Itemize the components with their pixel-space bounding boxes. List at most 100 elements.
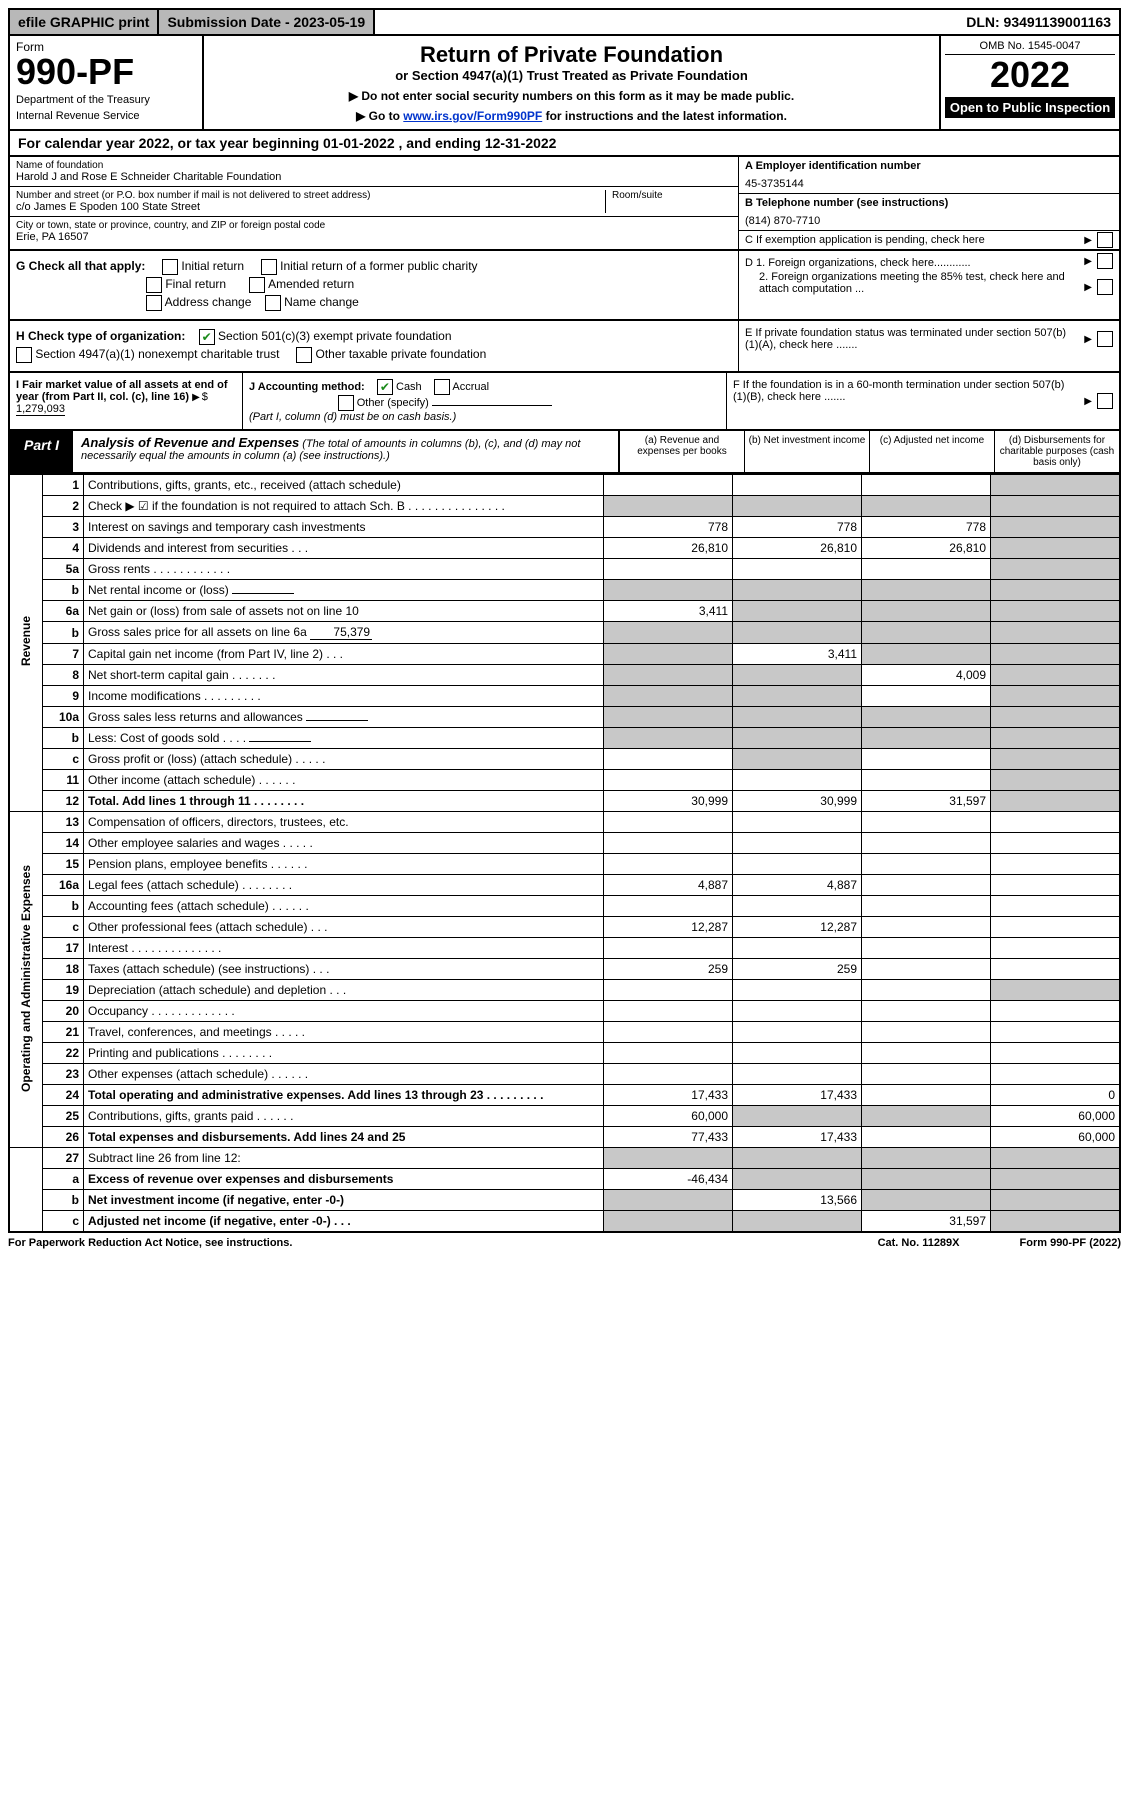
form-note-1: ▶ Do not enter social security numbers o… bbox=[210, 89, 933, 103]
line-number: 2 bbox=[43, 496, 84, 517]
h-4947-label: Section 4947(a)(1) nonexempt charitable … bbox=[35, 347, 279, 361]
cell-value bbox=[862, 1085, 991, 1106]
j-other-label: Other (specify) bbox=[357, 397, 429, 409]
table-row: 19Depreciation (attach schedule) and dep… bbox=[9, 980, 1120, 1001]
cell-value bbox=[733, 1148, 862, 1169]
cell-value: 778 bbox=[733, 517, 862, 538]
cell-value bbox=[733, 854, 862, 875]
efile-print-button[interactable]: efile GRAPHIC print bbox=[10, 10, 159, 34]
j-other-checkbox[interactable] bbox=[338, 395, 354, 411]
line-description: Other income (attach schedule) . . . . .… bbox=[84, 770, 604, 791]
cell-value: 77,433 bbox=[604, 1127, 733, 1148]
initial-return-checkbox[interactable] bbox=[162, 259, 178, 275]
c-label: C If exemption application is pending, c… bbox=[745, 234, 985, 246]
cell-value bbox=[991, 538, 1121, 559]
f-checkbox[interactable] bbox=[1097, 393, 1113, 409]
cell-value bbox=[862, 644, 991, 665]
table-row: 6aNet gain or (loss) from sale of assets… bbox=[9, 601, 1120, 622]
col-d-header: (d) Disbursements for charitable purpose… bbox=[994, 431, 1119, 472]
line-number: 4 bbox=[43, 538, 84, 559]
col-c-header: (c) Adjusted net income bbox=[869, 431, 994, 472]
cell-value bbox=[604, 1148, 733, 1169]
name-change-checkbox[interactable] bbox=[265, 295, 281, 311]
name-label: Name of foundation bbox=[16, 160, 732, 171]
cell-value: 259 bbox=[733, 959, 862, 980]
cell-value bbox=[862, 496, 991, 517]
final-return-checkbox[interactable] bbox=[146, 277, 162, 293]
line-description: Interest . . . . . . . . . . . . . . bbox=[84, 938, 604, 959]
addr-label: Number and street (or P.O. box number if… bbox=[16, 190, 601, 201]
table-row: 10aGross sales less returns and allowanc… bbox=[9, 707, 1120, 728]
line-number: b bbox=[43, 728, 84, 749]
line-number: 9 bbox=[43, 686, 84, 707]
cell-value bbox=[604, 812, 733, 833]
cell-value bbox=[733, 559, 862, 580]
table-row: bLess: Cost of goods sold . . . . bbox=[9, 728, 1120, 749]
table-row: 23Other expenses (attach schedule) . . .… bbox=[9, 1064, 1120, 1085]
line-description: Gross profit or (loss) (attach schedule)… bbox=[84, 749, 604, 770]
table-row: aExcess of revenue over expenses and dis… bbox=[9, 1169, 1120, 1190]
cell-value bbox=[862, 896, 991, 917]
col-b-header: (b) Net investment income bbox=[744, 431, 869, 472]
h-501c3-label: Section 501(c)(3) exempt private foundat… bbox=[218, 329, 451, 343]
street-address: c/o James E Spoden 100 State Street bbox=[16, 201, 601, 213]
form990pf-link[interactable]: www.irs.gov/Form990PF bbox=[403, 109, 542, 123]
line-description: Pension plans, employee benefits . . . .… bbox=[84, 854, 604, 875]
line-number: 15 bbox=[43, 854, 84, 875]
cell-value bbox=[604, 475, 733, 496]
cell-value: 12,287 bbox=[733, 917, 862, 938]
h-other-checkbox[interactable] bbox=[296, 347, 312, 363]
cell-value: 4,887 bbox=[733, 875, 862, 896]
addr-change-label: Address change bbox=[165, 295, 252, 309]
j-accrual-checkbox[interactable] bbox=[434, 379, 450, 395]
j-cash-checkbox[interactable] bbox=[377, 379, 393, 395]
amended-return-checkbox[interactable] bbox=[249, 277, 265, 293]
cell-value bbox=[604, 1022, 733, 1043]
c-checkbox[interactable] bbox=[1097, 232, 1113, 248]
table-row: 21Travel, conferences, and meetings . . … bbox=[9, 1022, 1120, 1043]
line-description: Subtract line 26 from line 12: bbox=[84, 1148, 604, 1169]
cell-value bbox=[604, 728, 733, 749]
table-row: 5aGross rents . . . . . . . . . . . . bbox=[9, 559, 1120, 580]
line-description: Travel, conferences, and meetings . . . … bbox=[84, 1022, 604, 1043]
d1-checkbox[interactable] bbox=[1097, 253, 1113, 269]
line-number: 18 bbox=[43, 959, 84, 980]
section-label: Revenue bbox=[9, 475, 43, 812]
cell-value bbox=[991, 1064, 1121, 1085]
table-row: 22Printing and publications . . . . . . … bbox=[9, 1043, 1120, 1064]
cell-value bbox=[862, 1043, 991, 1064]
part1-table: Revenue1Contributions, gifts, grants, et… bbox=[8, 474, 1121, 1233]
h-other-label: Other taxable private foundation bbox=[316, 347, 487, 361]
cell-value: 259 bbox=[604, 959, 733, 980]
h-4947-checkbox[interactable] bbox=[16, 347, 32, 363]
omb-number: OMB No. 1545-0047 bbox=[945, 40, 1115, 55]
line-description: Contributions, gifts, grants, etc., rece… bbox=[84, 475, 604, 496]
table-row: 3Interest on savings and temporary cash … bbox=[9, 517, 1120, 538]
g-d-row: G Check all that apply: Initial return I… bbox=[8, 251, 1121, 321]
calendar-year: For calendar year 2022, or tax year begi… bbox=[8, 131, 1121, 157]
cell-value bbox=[991, 665, 1121, 686]
addr-change-checkbox[interactable] bbox=[146, 295, 162, 311]
j-note: (Part I, column (d) must be on cash basi… bbox=[249, 411, 456, 423]
table-row: 11Other income (attach schedule) . . . .… bbox=[9, 770, 1120, 791]
cell-value bbox=[733, 749, 862, 770]
cell-value bbox=[991, 475, 1121, 496]
cell-value: 26,810 bbox=[862, 538, 991, 559]
table-row: Revenue1Contributions, gifts, grants, et… bbox=[9, 475, 1120, 496]
dln: DLN: 93491139001163 bbox=[958, 10, 1119, 34]
cell-value bbox=[862, 749, 991, 770]
cell-value: 17,433 bbox=[733, 1085, 862, 1106]
phone-value: (814) 870-7710 bbox=[745, 215, 1113, 227]
table-row: bNet rental income or (loss) bbox=[9, 580, 1120, 601]
line-number: 23 bbox=[43, 1064, 84, 1085]
table-row: 18Taxes (attach schedule) (see instructi… bbox=[9, 959, 1120, 980]
cell-value: 26,810 bbox=[604, 538, 733, 559]
form-header: Form 990-PF Department of the Treasury I… bbox=[8, 36, 1121, 131]
h-501c3-checkbox[interactable] bbox=[199, 329, 215, 345]
table-row: 26Total expenses and disbursements. Add … bbox=[9, 1127, 1120, 1148]
d2-checkbox[interactable] bbox=[1097, 279, 1113, 295]
cell-value: 4,009 bbox=[862, 665, 991, 686]
e-checkbox[interactable] bbox=[1097, 331, 1113, 347]
cell-value bbox=[733, 980, 862, 1001]
initial-public-checkbox[interactable] bbox=[261, 259, 277, 275]
